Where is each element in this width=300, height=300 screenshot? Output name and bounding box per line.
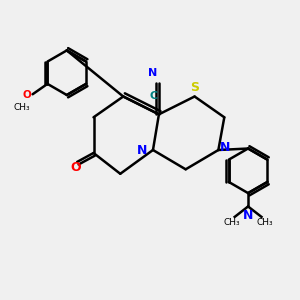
Text: S: S xyxy=(190,81,199,94)
Text: CH₃: CH₃ xyxy=(14,103,31,112)
Text: O: O xyxy=(70,161,81,174)
Text: C: C xyxy=(149,91,158,101)
Text: N: N xyxy=(220,140,230,154)
Text: N: N xyxy=(137,143,148,157)
Text: O: O xyxy=(22,90,31,100)
Text: CH₃: CH₃ xyxy=(256,218,273,227)
Text: CH₃: CH₃ xyxy=(224,218,240,227)
Text: N: N xyxy=(148,68,158,78)
Text: N: N xyxy=(243,209,253,222)
